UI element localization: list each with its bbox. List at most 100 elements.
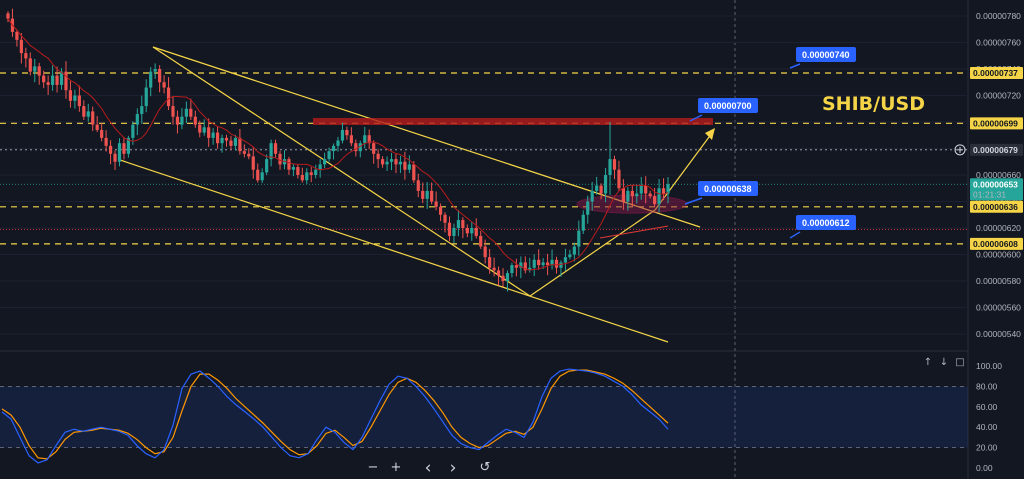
candle-body	[113, 153, 117, 162]
panel-maximize-icon[interactable]: □	[955, 357, 965, 368]
candle-body	[327, 151, 331, 160]
candle-body	[331, 145, 336, 152]
level-price-tag-text: 0.00000608	[973, 239, 1018, 249]
level-price-tag	[970, 66, 1023, 79]
trendline-upper	[152, 46, 701, 228]
candle-body	[15, 31, 19, 40]
callout-pointer	[789, 231, 801, 239]
candle-body	[438, 206, 443, 215]
candle-body	[180, 116, 184, 125]
candle-body	[82, 106, 86, 117]
candle-body	[363, 135, 367, 144]
candle-body	[407, 164, 411, 170]
candle-body	[416, 180, 420, 191]
candle-body	[537, 259, 541, 266]
candle-body	[389, 159, 394, 162]
candle-body	[474, 228, 478, 236]
candle-body	[162, 82, 166, 88]
candle-body	[300, 175, 304, 181]
price-callout	[698, 98, 758, 113]
crosshair-price-tag	[970, 143, 1023, 156]
stochastic-panel: 100.00 80.00 60.00 40.00 20.00 0.00	[0, 361, 1002, 473]
candle-body	[519, 262, 523, 268]
candle-body	[50, 75, 55, 85]
stoch-k-line	[1, 368, 669, 464]
candle-body	[430, 190, 434, 202]
candle-body	[73, 95, 77, 101]
candle-body	[220, 137, 224, 144]
candle-body	[479, 235, 483, 247]
candle-body	[189, 108, 193, 117]
bar-countdown: 01:21:31	[973, 189, 1006, 199]
candle-body	[42, 75, 46, 83]
price-callout	[796, 47, 856, 62]
level-price-tag	[970, 237, 1023, 250]
candle-body	[639, 185, 643, 194]
candle-body	[545, 262, 550, 266]
candle-body	[68, 90, 73, 101]
candle-body	[309, 172, 313, 175]
candle-body	[233, 137, 238, 146]
candle-body	[461, 220, 465, 228]
candle-body	[296, 167, 300, 175]
candle-body	[207, 127, 211, 138]
candle-body	[6, 13, 10, 19]
candle-body	[376, 153, 380, 160]
panel-up-icon[interactable]: ↑	[923, 357, 933, 368]
candle-body	[514, 265, 518, 268]
candle-body	[291, 167, 296, 170]
price-tick-label: 0.00000620	[976, 223, 1021, 233]
candle-body	[144, 87, 148, 107]
candle-body	[492, 267, 496, 271]
candle-body	[421, 190, 425, 199]
candle-body	[425, 190, 429, 199]
price-callout-text: 0.00000638	[704, 184, 752, 194]
candle-body	[568, 254, 572, 258]
candle-body	[541, 262, 545, 266]
candle-body	[37, 66, 41, 76]
price-callout-text: 0.00000740	[802, 50, 850, 60]
candle-body	[532, 259, 536, 268]
scroll-left-button[interactable]: ‹	[424, 458, 432, 478]
candle-body	[175, 116, 180, 125]
candle-body	[108, 145, 113, 154]
candle-body	[314, 169, 318, 175]
candlesticks	[6, 8, 670, 292]
reset-chart-button[interactable]: ↺	[479, 460, 491, 475]
candle-body	[505, 273, 510, 281]
price-callout-text: 0.00000612	[802, 218, 850, 228]
zoom-in-button[interactable]: +	[390, 460, 402, 475]
candle-body	[323, 159, 327, 165]
candle-body	[153, 69, 157, 72]
level-price-tag-text: 0.00000636	[973, 202, 1018, 212]
candle-body	[367, 135, 371, 144]
candle-body	[229, 140, 233, 146]
candle-body	[28, 58, 32, 72]
candle-body	[242, 151, 246, 154]
candle-body	[599, 185, 603, 194]
candle-body	[412, 164, 416, 181]
scroll-right-button[interactable]: ›	[449, 458, 457, 478]
oscillator-tick-label: 0.00	[976, 463, 993, 473]
panel-down-icon[interactable]: ↓	[939, 357, 949, 368]
candle-body	[104, 137, 108, 146]
callout-pointer	[684, 197, 703, 205]
candle-body	[305, 172, 309, 181]
zoom-out-button[interactable]: −	[367, 460, 379, 475]
price-axis[interactable]: 0.000007800.000007600.000007400.00000720…	[954, 11, 1023, 339]
candle-body	[626, 190, 630, 202]
trendline-rising	[529, 209, 656, 297]
candle-body	[550, 259, 554, 266]
candle-body	[46, 82, 50, 85]
candle-body	[358, 143, 362, 152]
candle-body	[260, 172, 264, 181]
candle-body	[140, 106, 144, 115]
candle-body	[653, 196, 657, 205]
candle-body	[577, 230, 581, 247]
price-callout	[796, 215, 856, 230]
annotations: 0.00000740 0.00000700 0.00000638 0.00000612	[684, 47, 856, 239]
price-tick-label: 0.00000760	[976, 38, 1021, 48]
candle-body	[278, 153, 282, 165]
candle-body	[171, 106, 175, 117]
